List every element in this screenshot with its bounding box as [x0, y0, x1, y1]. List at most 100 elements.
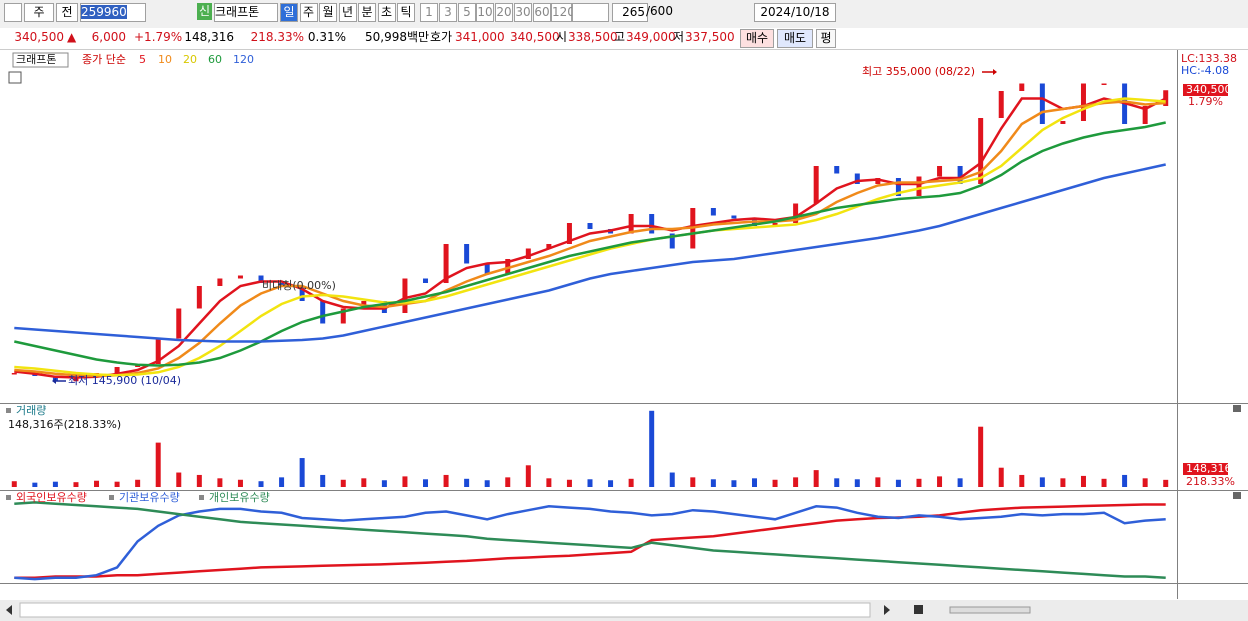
volume-bar	[525, 465, 531, 487]
volume-bar	[114, 481, 120, 487]
tick-button[interactable]: 120	[551, 3, 575, 22]
holding-line	[14, 503, 1166, 580]
volume-bar	[690, 477, 696, 487]
tick-button[interactable]: 20	[495, 3, 513, 22]
candle	[73, 377, 79, 382]
annotation-arrow	[52, 378, 56, 384]
scroll-right[interactable]	[884, 605, 890, 615]
volume-bar	[361, 478, 367, 487]
volume-bar	[751, 478, 757, 487]
volume: 148,316	[184, 30, 234, 44]
avg-button[interactable]: 평	[816, 29, 836, 48]
sell-button[interactable]: 매도	[777, 29, 813, 48]
legend-marker	[6, 408, 11, 413]
volume-bar	[731, 480, 737, 487]
compare[interactable]: 전	[56, 3, 78, 22]
scroll-track	[19, 602, 871, 618]
legend-box	[12, 52, 69, 68]
volume-bar	[320, 474, 326, 487]
candle	[649, 214, 655, 234]
menu-icon[interactable]	[4, 3, 22, 22]
candle	[443, 244, 449, 283]
candle	[937, 166, 943, 177]
volume-bar	[1080, 475, 1086, 487]
table-icon[interactable]	[8, 71, 22, 84]
volume-bar	[237, 479, 243, 487]
interval-button[interactable]: 틱	[397, 3, 415, 22]
candle	[299, 286, 305, 301]
stock-name[interactable]: 크래프톤	[214, 3, 278, 22]
volume-bar	[978, 426, 984, 487]
tick-button[interactable]: 30	[514, 3, 532, 22]
volume-bar	[1142, 478, 1148, 487]
dropdown[interactable]	[572, 3, 609, 22]
candle	[340, 308, 346, 324]
turnover: 0.31%	[307, 30, 346, 44]
tick-button[interactable]: 10	[476, 3, 494, 22]
legend-entry: 5	[139, 53, 146, 66]
ma-label: 종가 단순	[82, 53, 126, 66]
tick-button[interactable]: 60	[533, 3, 551, 22]
interval-button[interactable]: 초	[377, 3, 396, 22]
volume-bar	[793, 477, 799, 487]
interval-button[interactable]: 주	[299, 3, 318, 22]
volume-bar	[957, 478, 963, 487]
volume-bar	[854, 479, 860, 487]
ma-line	[14, 97, 1166, 377]
volume-bar	[135, 479, 141, 487]
panel-close[interactable]	[1233, 492, 1241, 499]
interval-button[interactable]: 년	[338, 3, 357, 22]
count[interactable]: 265	[612, 3, 648, 22]
tick-button[interactable]: 1	[420, 3, 438, 22]
low: 337,500	[685, 30, 735, 44]
period-mode[interactable]: 주	[24, 3, 54, 22]
interval-button[interactable]: 일	[280, 3, 298, 22]
code-input[interactable]: 259960	[80, 3, 146, 22]
interval-button[interactable]: 분	[358, 3, 376, 22]
legend-entry: 20	[183, 53, 197, 66]
volume-bar	[895, 479, 901, 487]
panel-close[interactable]	[1233, 405, 1241, 412]
stop-button[interactable]	[914, 605, 923, 614]
candle	[279, 283, 285, 286]
tick-button[interactable]: 3	[439, 3, 457, 22]
zoom-slider[interactable]	[949, 606, 1031, 614]
candle	[669, 233, 675, 249]
candle	[834, 166, 840, 174]
ma-line	[14, 163, 1166, 343]
last-change: 1.79%	[1188, 95, 1223, 108]
candle	[155, 338, 161, 364]
interval-button[interactable]: 월	[319, 3, 337, 22]
open-label: 시	[556, 30, 568, 44]
candle	[217, 278, 223, 286]
candle	[402, 278, 408, 313]
candle	[566, 223, 572, 244]
candle	[628, 214, 634, 234]
candle	[587, 223, 593, 229]
candle	[978, 118, 984, 184]
volume-bar	[402, 476, 408, 487]
volume-bar	[505, 477, 511, 487]
candle	[1101, 83, 1107, 85]
legend-entry: 외국인보유수량	[16, 491, 87, 504]
ma-line	[14, 121, 1166, 367]
volume-bar	[916, 478, 922, 487]
candle	[793, 203, 799, 223]
ask-label: 호가	[430, 30, 453, 44]
tick-button[interactable]: 5	[458, 3, 476, 22]
volume-bar	[1019, 474, 1025, 487]
scroll-left[interactable]	[6, 605, 12, 615]
change-mark: ▲	[67, 30, 77, 44]
volume-bar	[381, 480, 387, 487]
annotation: 비대칭(0.00%)	[262, 279, 336, 292]
volume-subtitle: 148,316주(218.33%)	[8, 418, 121, 431]
candle	[1019, 83, 1025, 91]
date[interactable]: 2024/10/18	[754, 3, 836, 22]
buy-button[interactable]: 매수	[740, 29, 774, 48]
high-label: 고	[614, 30, 626, 44]
change-pct: +1.79%	[134, 30, 183, 44]
volume-bar	[423, 479, 429, 487]
volume-bar	[998, 467, 1004, 487]
